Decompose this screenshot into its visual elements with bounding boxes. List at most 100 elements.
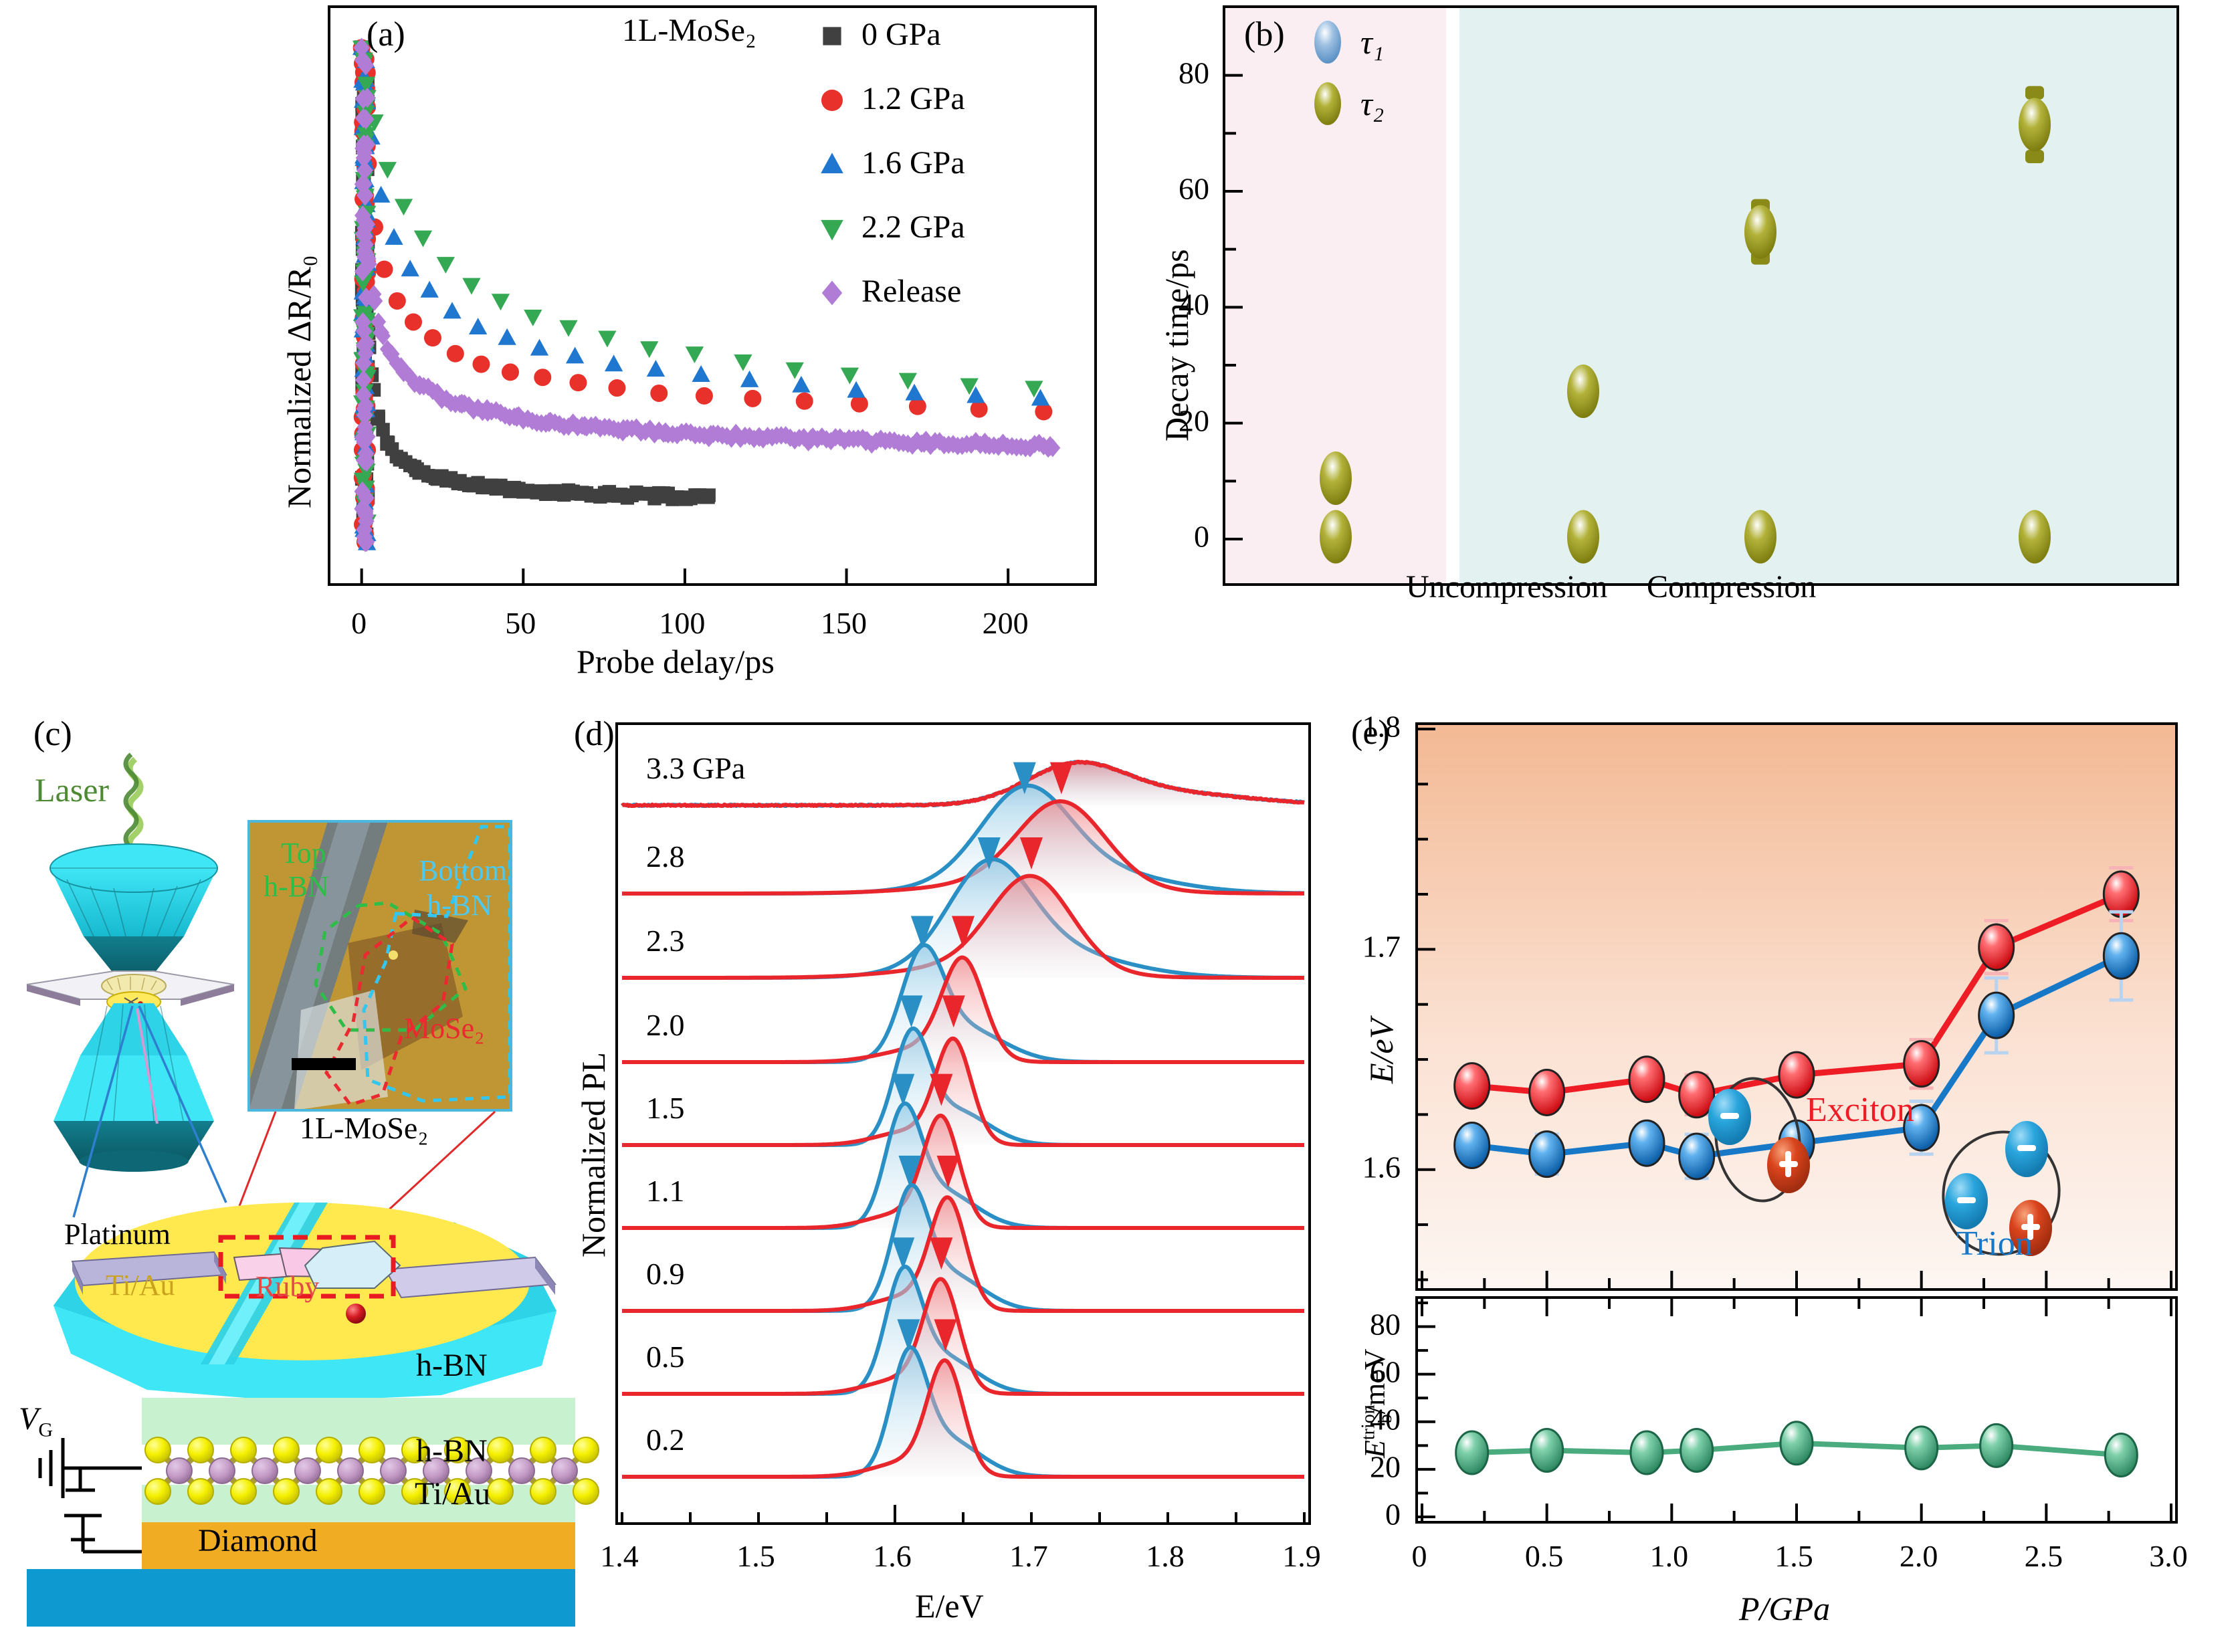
panel-e-trion-annotation: Trion	[1956, 1224, 2033, 1263]
panel-e-bottom-ytick-20: 20	[1370, 1449, 1401, 1484]
triangle-up-icon	[817, 147, 847, 179]
panel-a-title: 1L-MoSe₂	[622, 12, 756, 49]
panel-e-bottom-plot-area	[1415, 1296, 2178, 1524]
triangle-down-icon	[817, 211, 847, 243]
panel-c-top-hbn-label-line2: h-BN	[264, 869, 329, 904]
panel-e-bottom-ytick-0: 0	[1385, 1497, 1401, 1532]
panel-b-ytick-20: 20	[1136, 403, 1209, 438]
panel-b-legend-label: τ₁	[1360, 23, 1384, 62]
panel-a-legend-item-0: 0 GPa	[817, 16, 941, 53]
panel-e-top-ytick-1.8: 1.8	[1362, 709, 1401, 744]
panel-d-x-axis-label: E/eV	[915, 1586, 984, 1625]
marker-icon	[1311, 19, 1344, 66]
panel-d-pressure-label-5: 1.1	[646, 1173, 685, 1209]
panel-b-legend-item-0: τ₁	[1311, 19, 1384, 66]
panel-d-pressure-label-2: 2.3	[646, 923, 685, 958]
circle-icon	[817, 83, 847, 115]
panel-e-top-svg	[1418, 725, 2175, 1288]
panel-d-xtick-1.8: 1.8	[1146, 1538, 1185, 1574]
panel-e-bottom-ytick-60: 60	[1370, 1354, 1401, 1389]
panel-d-xtick-1.7: 1.7	[1009, 1538, 1048, 1574]
panel-b-ytick-0: 0	[1136, 519, 1209, 554]
panel-c-hbn-bottom-label: h-BN	[416, 1433, 488, 1469]
panel-a-tag: (a)	[367, 15, 405, 54]
panel-d-svg	[618, 725, 1308, 1522]
panel-a-xtick-200: 200	[983, 605, 1029, 641]
panel-d-pressure-label-6: 0.9	[646, 1256, 685, 1292]
panel-b-ytick-80: 80	[1136, 55, 1209, 90]
panel-a-legend-label: 2.2 GPa	[861, 209, 965, 245]
panel-d-pressure-label-0: 3.3 GPa	[646, 750, 745, 786]
panel-c-mose2-label: MoSe₂	[404, 1011, 484, 1045]
panel-a-legend-item-2: 1.6 GPa	[817, 144, 965, 181]
panel-e-xtick-0: 0	[1412, 1538, 1427, 1574]
panel-a-svg	[330, 8, 1094, 583]
panel-e-bottom-svg	[1418, 1299, 2175, 1521]
panel-e-bottom-ytick-80: 80	[1370, 1306, 1401, 1342]
panel-a-legend-label: 1.6 GPa	[861, 144, 965, 181]
panel-d-tag: (d)	[574, 714, 615, 754]
panel-a-legend-label: 0 GPa	[861, 16, 941, 53]
panel-c-vg-label: VG	[19, 1401, 53, 1442]
panel-e-xtick-2.0: 2.0	[1900, 1538, 1938, 1574]
layer-stack	[27, 1398, 599, 1627]
panel-c-ruby-label: Ruby	[256, 1269, 319, 1304]
panel-d-pressure-label-4: 1.5	[646, 1090, 685, 1126]
panel-a-legend-item-3: 2.2 GPa	[817, 209, 965, 245]
panel-b-legend-item-1: τ₂	[1311, 80, 1384, 127]
panel-e-exciton-annotation: Exciton	[1806, 1090, 1914, 1130]
pe-xlab-text: P/GPa	[1739, 1590, 1830, 1627]
panel-c-bottom-hbn-label-line1: Bottom	[419, 853, 507, 888]
panel-d-pressure-label-7: 0.5	[646, 1339, 685, 1374]
panel-e-xtick-1.0: 1.0	[1650, 1538, 1689, 1574]
panel-d-pressure-label-8: 0.2	[646, 1422, 685, 1457]
panel-c-tiau-label: Ti/Au	[106, 1268, 175, 1302]
panel-a-xtick-150: 150	[821, 605, 867, 641]
panel-e-xtick-1.5: 1.5	[1774, 1538, 1813, 1574]
panel-d-xtick-1.5: 1.5	[736, 1538, 775, 1574]
diamond-icon	[817, 276, 847, 308]
panel-c-laser-label: Laser	[35, 770, 109, 809]
panel-e-top-plot-area	[1415, 722, 2178, 1291]
panel-e-xtick-3.0: 3.0	[2149, 1538, 2188, 1574]
panel-d-xtick-1.4: 1.4	[600, 1538, 639, 1574]
panel-d-plot-area	[615, 722, 1311, 1525]
panel-a-legend-item-4: Release	[817, 273, 961, 310]
panel-b-ytick-40: 40	[1136, 287, 1209, 322]
panel-b-legend-label: τ₂	[1360, 84, 1384, 123]
panel-a-x-axis-label: Probe delay/ps	[577, 642, 775, 681]
panel-b-xcat-uncompression: Uncompression	[1406, 569, 1607, 605]
panel-d-y-axis-label: Normalized PL	[574, 1052, 613, 1257]
panel-a-xtick-50: 50	[505, 605, 536, 641]
panel-d-pressure-label-3: 2.0	[646, 1007, 685, 1043]
panel-a-y-axis-label: Normalized ΔR/R₀	[280, 255, 318, 508]
panel-e-bottom-ytick-40: 40	[1370, 1401, 1401, 1437]
panel-a-legend-item-1: 1.2 GPa	[817, 80, 965, 117]
panel-a-legend-label: Release	[861, 273, 961, 310]
panel-c-platinum-label: Platinum	[64, 1217, 171, 1251]
panel-c-diamond-label: Diamond	[198, 1522, 318, 1559]
panel-d-xtick-1.9: 1.9	[1282, 1538, 1321, 1574]
vg-sub: G	[38, 1419, 53, 1441]
square-icon	[817, 19, 847, 51]
panel-c-top-hbn-label-line1: Top	[281, 836, 326, 870]
panel-b-ytick-60: 60	[1136, 171, 1209, 207]
panel-b-tag: (b)	[1244, 15, 1285, 54]
panel-e-xtick-0.5: 0.5	[1525, 1538, 1564, 1574]
panel-e-top-ytick-1.6: 1.6	[1362, 1149, 1401, 1184]
panel-b-xcat-compression: Compression	[1647, 569, 1816, 605]
panel-a-xtick-100: 100	[659, 605, 705, 641]
panel-c-bottom-hbn-label-line2: h-BN	[427, 888, 492, 922]
panel-c-hbn-top-label: h-BN	[416, 1347, 488, 1384]
marker-icon	[1311, 80, 1344, 127]
vg-main: V	[19, 1401, 38, 1437]
panel-d-xtick-1.6: 1.6	[873, 1538, 912, 1574]
panel-e-x-axis-label: P/GPa	[1739, 1589, 1830, 1628]
panel-e-xtick-2.5: 2.5	[2025, 1538, 2063, 1574]
panel-a-plot-area	[328, 5, 1097, 586]
panel-c-tiau-stack-label: Ti/Au	[415, 1475, 490, 1512]
panel-a-legend-label: 1.2 GPa	[861, 80, 965, 117]
panel-a-xtick-0: 0	[351, 605, 367, 641]
panel-e-top-ytick-1.7: 1.7	[1362, 929, 1401, 964]
panel-e-top-y-axis-label: E/eV	[1362, 1019, 1401, 1083]
